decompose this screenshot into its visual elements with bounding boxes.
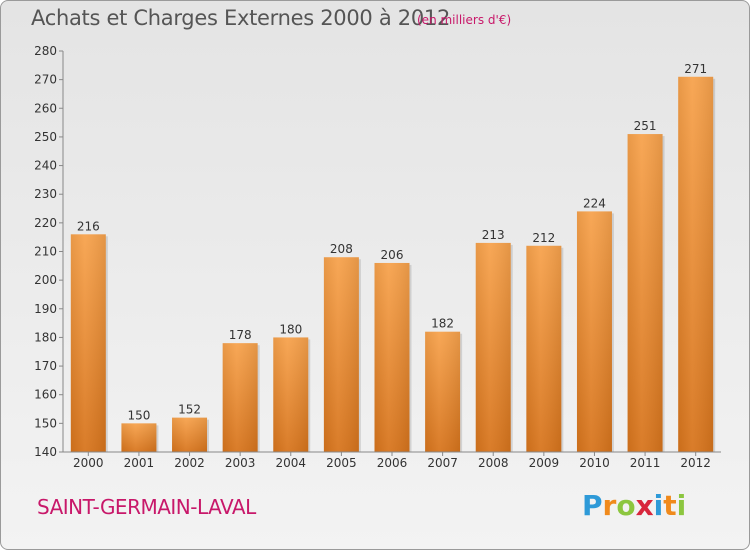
logo-letter: o: [616, 489, 636, 522]
chart-subtitle: (en milliers d'€): [417, 13, 512, 27]
proxiti-logo: Proxiti: [582, 489, 686, 522]
bar-shade: [70, 234, 106, 452]
x-axis: 2000 2001 2002 2003 2004 2005 2006 2007 2008 2009…: [63, 451, 721, 470]
y-tick-label: 140: [34, 445, 57, 459]
x-tick-label: 2009: [529, 456, 560, 470]
bar-shade: [222, 343, 258, 452]
logo-letter: P: [582, 489, 603, 522]
logo-letter: t: [663, 489, 677, 522]
x-tick-label: 2001: [124, 456, 155, 470]
bar-shade: [425, 331, 461, 452]
bar-group: 182: [425, 317, 463, 452]
y-tick-label: 260: [34, 101, 57, 115]
bar-shade: [526, 245, 562, 452]
bar-group: 180: [273, 322, 311, 452]
bar-group: 152: [172, 403, 210, 452]
bar-shade: [172, 417, 208, 452]
data-label: 216: [77, 219, 100, 233]
x-tick-label: 2003: [225, 456, 256, 470]
bar-shade: [273, 337, 309, 452]
bar-group: 178: [222, 328, 260, 452]
data-label: 208: [330, 242, 353, 256]
data-label: 180: [279, 322, 302, 336]
x-tick-label: 2012: [680, 456, 711, 470]
data-label: 251: [634, 119, 657, 133]
logo-letter: i: [676, 489, 687, 522]
logo-letter: r: [602, 489, 617, 522]
bar-shade: [627, 134, 663, 453]
bar-group: 213: [475, 228, 513, 452]
bar-group: 206: [374, 248, 412, 452]
data-label: 271: [684, 62, 707, 76]
y-tick-label: 160: [34, 388, 57, 402]
x-tick-label: 2010: [579, 456, 610, 470]
x-tick-label: 2002: [174, 456, 205, 470]
x-tick-label: 2005: [326, 456, 357, 470]
y-tick-label: 220: [34, 216, 57, 230]
data-label: 212: [532, 231, 555, 245]
x-tick-label: 2000: [73, 456, 104, 470]
bars: 216 150 152 178 180 208 206 182 213 212 224 251 271: [70, 62, 716, 453]
x-tick-label: 2007: [427, 456, 458, 470]
bar-group: 251: [627, 119, 665, 453]
bar-group: 271: [678, 62, 716, 453]
y-tick-label: 200: [34, 273, 57, 287]
data-label: 182: [431, 317, 454, 331]
data-label: 150: [127, 408, 150, 422]
bar-shade: [678, 76, 714, 453]
bar-shade: [121, 423, 157, 452]
bar-shade: [475, 242, 511, 452]
commune-name: SAINT-GERMAIN-LAVAL: [37, 495, 256, 519]
y-tick-label: 230: [34, 187, 57, 201]
bar-group: 150: [121, 408, 159, 452]
bar-shade: [576, 211, 612, 452]
y-axis: 140 150 160 170 180 190 200 210 220 230 240 250 260 2…: [34, 44, 64, 459]
data-label: 224: [583, 196, 606, 210]
x-tick-label: 2011: [630, 456, 661, 470]
bar-shade: [323, 257, 359, 452]
y-tick-label: 240: [34, 159, 57, 173]
y-tick-label: 180: [34, 330, 57, 344]
bar-shade: [374, 262, 410, 452]
bar-group: 224: [576, 196, 614, 452]
bar-group: 212: [526, 231, 564, 452]
chart-title: Achats et Charges Externes 2000 à 2012: [31, 6, 451, 30]
data-label: 206: [381, 248, 404, 262]
y-tick-label: 270: [34, 73, 57, 87]
y-tick-label: 150: [34, 416, 57, 430]
y-tick-label: 170: [34, 359, 57, 373]
bar-group: 216: [70, 219, 108, 452]
data-label: 152: [178, 403, 201, 417]
data-label: 178: [229, 328, 252, 342]
logo-letter: i: [653, 489, 664, 522]
y-tick-label: 280: [34, 44, 57, 58]
logo-letter: x: [635, 489, 654, 522]
x-tick-label: 2008: [478, 456, 509, 470]
data-label: 213: [482, 228, 505, 242]
y-tick-label: 190: [34, 302, 57, 316]
bar-group: 208: [323, 242, 361, 452]
x-tick-label: 2006: [377, 456, 408, 470]
x-tick-label: 2004: [275, 456, 306, 470]
y-tick-label: 250: [34, 130, 57, 144]
y-tick-label: 210: [34, 245, 57, 259]
